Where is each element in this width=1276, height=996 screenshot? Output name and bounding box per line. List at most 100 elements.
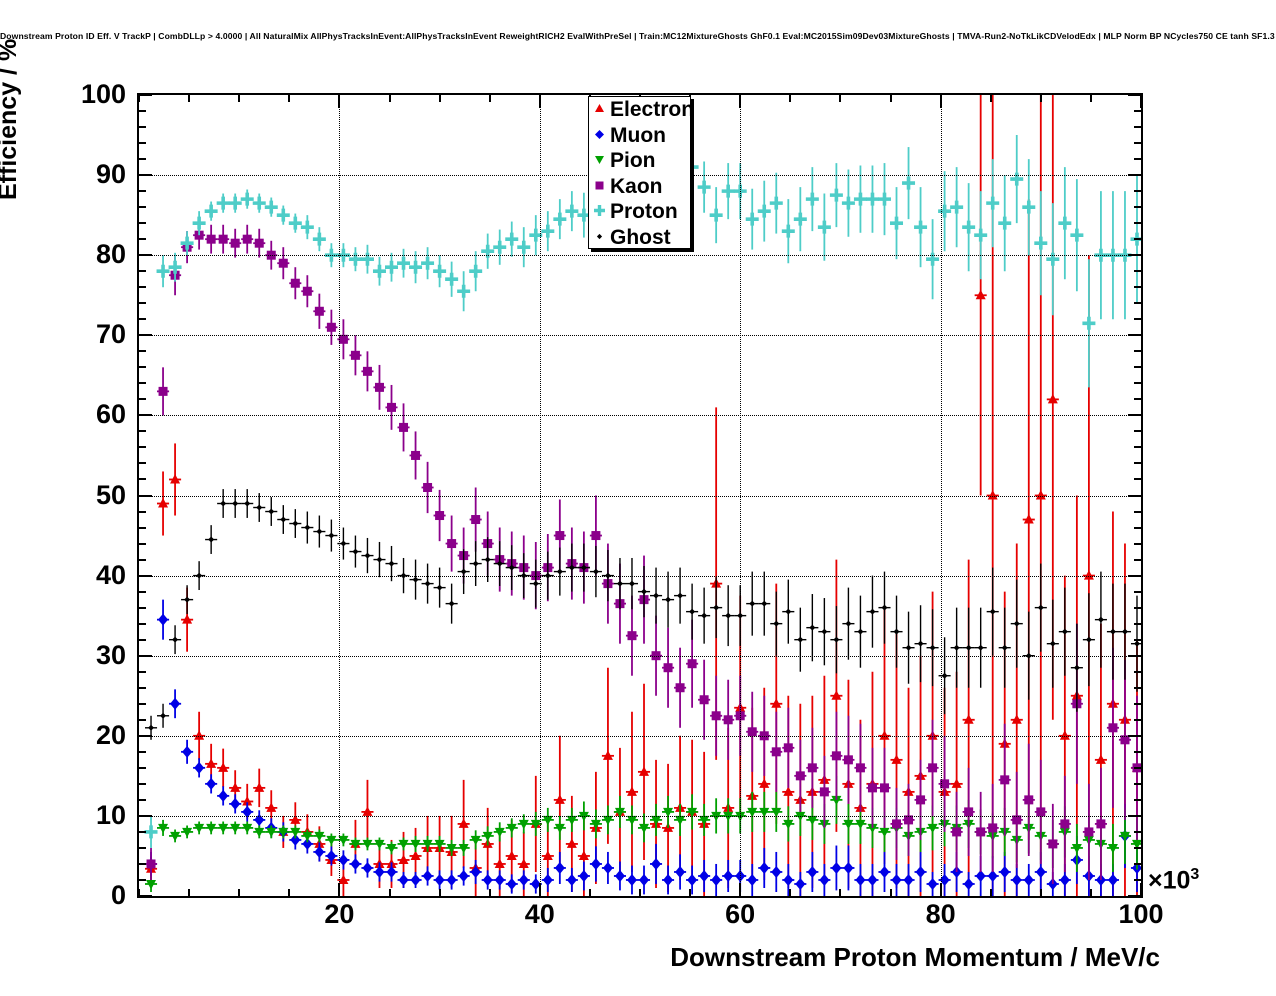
gridline-vertical: [539, 95, 541, 896]
axis-tick: [438, 95, 441, 102]
axis-tick: [139, 334, 152, 337]
axis-tick: [139, 158, 146, 161]
axis-tick: [139, 702, 146, 705]
y-tick-label: 60: [95, 399, 126, 430]
axis-tick: [1134, 270, 1141, 273]
axis-tick: [1134, 206, 1141, 209]
legend-label: Pion: [610, 149, 656, 173]
axis-tick: [1134, 766, 1141, 769]
dot-icon: [592, 229, 609, 246]
axis-tick: [139, 814, 152, 817]
axis-tick: [1128, 494, 1141, 497]
axis-tick: [1128, 254, 1141, 257]
gridline-horizontal: [139, 415, 1141, 417]
axis-tick: [1134, 606, 1141, 609]
legend-label: Ghost: [610, 225, 671, 249]
axis-tick: [288, 889, 291, 896]
axis-tick: [1039, 95, 1042, 102]
axis-tick: [1128, 414, 1141, 417]
gridline-vertical: [940, 95, 942, 896]
axis-tick: [139, 398, 146, 401]
y-tick-label: 100: [80, 79, 126, 109]
legend-entry-ghost[interactable]: Ghost: [589, 225, 690, 251]
axis-tick: [139, 846, 146, 849]
axis-tick: [139, 510, 146, 513]
x-tick-label: 20: [324, 899, 355, 929]
gridline-horizontal: [139, 575, 1141, 577]
axis-tick: [139, 126, 146, 129]
legend-entry-kaon[interactable]: Kaon: [589, 174, 690, 200]
axis-tick: [139, 782, 146, 785]
axis-tick: [789, 889, 792, 896]
axis-tick: [1128, 895, 1141, 897]
axis-tick: [1128, 174, 1141, 177]
axis-tick: [139, 142, 146, 145]
axis-tick: [1134, 782, 1141, 785]
axis-tick: [1134, 286, 1141, 289]
axis-tick: [538, 95, 541, 108]
axis-tick: [1140, 883, 1142, 896]
axis-tick: [1134, 542, 1141, 545]
square-icon: [592, 178, 609, 195]
axis-tick: [1134, 718, 1141, 721]
axis-tick: [338, 883, 341, 896]
axis-tick: [139, 574, 152, 577]
legend-entry-electron[interactable]: Electron: [589, 97, 694, 123]
triangle-up-icon: [592, 101, 609, 118]
gridline-vertical: [740, 95, 742, 896]
axis-tick: [139, 878, 146, 881]
axis-tick: [1134, 878, 1141, 881]
axis-tick: [139, 206, 146, 209]
legend-label: Muon: [610, 123, 666, 147]
axis-tick: [139, 542, 146, 545]
y-tick-label: 20: [95, 719, 126, 750]
gridline-horizontal: [139, 255, 1141, 257]
axis-tick: [739, 883, 742, 896]
legend-entry-proton[interactable]: Proton: [589, 199, 690, 225]
axis-tick: [188, 95, 191, 102]
axis-tick: [139, 558, 146, 561]
triangle-down-icon: [592, 152, 609, 169]
gridline-horizontal: [139, 495, 1141, 497]
axis-tick: [1134, 638, 1141, 641]
axis-tick: [639, 889, 641, 896]
axis-tick: [139, 895, 152, 897]
axis-tick: [1134, 446, 1141, 449]
axis-tick: [1128, 94, 1141, 96]
axis-tick: [789, 95, 792, 102]
axis-tick: [139, 734, 152, 737]
axis-tick: [139, 622, 146, 625]
axis-tick: [1039, 889, 1042, 896]
axis-tick: [1134, 750, 1141, 753]
axis-tick: [1134, 862, 1141, 865]
legend-entry-pion[interactable]: Pion: [589, 148, 690, 174]
axis-tick: [388, 889, 391, 896]
legend-label: Kaon: [610, 174, 663, 198]
axis-tick: [1134, 798, 1141, 801]
axis-tick: [1134, 622, 1141, 625]
axis-tick: [1134, 302, 1141, 305]
axis-tick: [1128, 814, 1141, 817]
canvas-title: Downstream Proton ID Eff. V TrackP | Com…: [0, 31, 1276, 41]
axis-tick: [139, 222, 146, 225]
axis-tick: [139, 462, 146, 465]
axis-tick: [139, 94, 152, 96]
axis-tick: [739, 95, 742, 108]
y-tick-label: 70: [95, 319, 126, 350]
axis-tick: [139, 302, 146, 305]
x-tick-label: 40: [524, 899, 555, 929]
x-axis-title: Downstream Proton Momentum / MeV/c: [670, 942, 1160, 972]
axis-tick: [288, 95, 291, 102]
x-axis-exponent-power: 3: [1190, 866, 1200, 883]
axis-tick: [139, 190, 146, 193]
legend-entry-muon[interactable]: Muon: [589, 123, 690, 149]
axis-tick: [1134, 318, 1141, 321]
gridline-horizontal: [139, 335, 1141, 337]
axis-tick: [139, 750, 146, 753]
axis-tick: [1134, 702, 1141, 705]
axis-tick: [139, 270, 146, 273]
axis-tick: [1134, 830, 1141, 833]
axis-tick: [139, 382, 146, 385]
axis-tick: [1134, 526, 1141, 529]
